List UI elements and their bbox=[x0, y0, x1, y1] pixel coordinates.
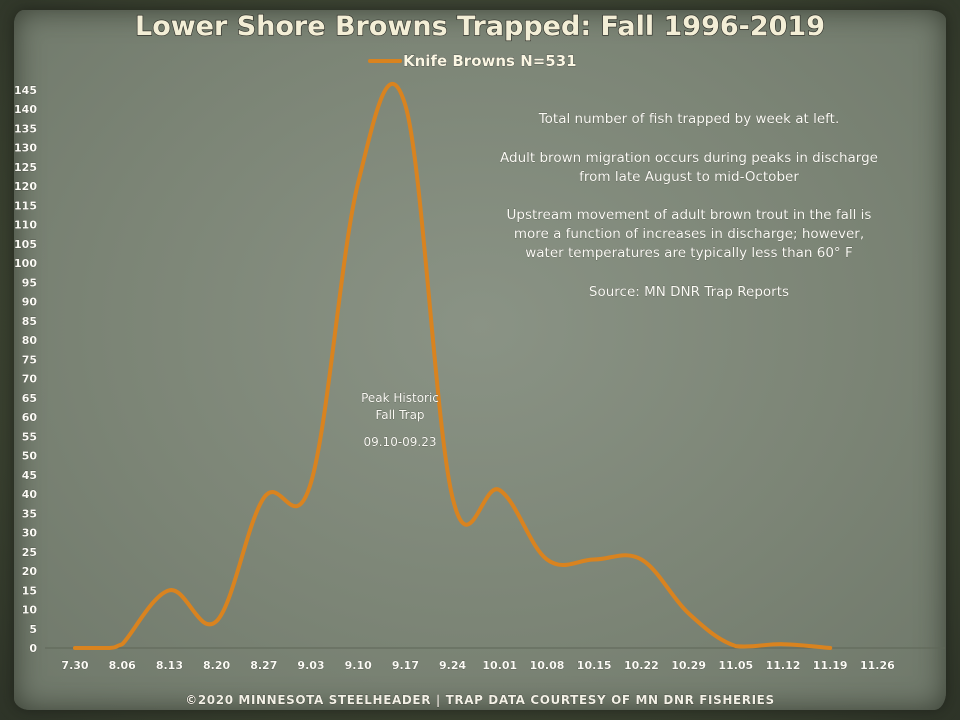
y-tick-label: 135 bbox=[14, 122, 37, 135]
y-tick-label: 75 bbox=[22, 353, 37, 366]
y-tick-label: 125 bbox=[14, 161, 37, 174]
x-tick-label: 11.12 bbox=[766, 659, 801, 672]
legend-label: Knife Browns N=531 bbox=[403, 52, 577, 70]
annotation-line-2: Fall Trap bbox=[375, 408, 424, 422]
x-tick-label: 11.26 bbox=[860, 659, 895, 672]
chart-title: Lower Shore Browns Trapped: Fall 1996-20… bbox=[135, 11, 825, 42]
x-tick-label: 11.19 bbox=[813, 659, 848, 672]
note-line: Total number of fish trapped by week at … bbox=[538, 111, 840, 127]
peak-annotation: Peak Historic Fall Trap 09.10-09.23 bbox=[361, 391, 439, 449]
x-tick-label: 10.15 bbox=[577, 659, 612, 672]
note-line: from late August to mid-October bbox=[579, 169, 799, 185]
note-line: water temperatures are typically less th… bbox=[525, 245, 853, 261]
y-tick-label: 10 bbox=[22, 604, 38, 617]
x-tick-label: 7.30 bbox=[61, 659, 88, 672]
y-tick-label: 40 bbox=[22, 488, 38, 501]
legend: Knife Browns N=531 bbox=[368, 52, 577, 70]
y-tick-label: 45 bbox=[22, 469, 37, 482]
note-line: Adult brown migration occurs during peak… bbox=[500, 150, 878, 166]
x-tick-label: 10.29 bbox=[671, 659, 706, 672]
y-tick-label: 5 bbox=[29, 623, 37, 636]
series-line-knife-browns bbox=[73, 81, 833, 650]
x-tick-label: 11.05 bbox=[718, 659, 753, 672]
y-tick-label: 70 bbox=[22, 373, 38, 386]
note-line: Upstream movement of adult brown trout i… bbox=[507, 207, 872, 223]
y-axis: 0 5 10 15 20 25 30 35 40 45 50 55 60 65 70 75 80 85 90 95 10… bbox=[14, 84, 38, 656]
y-tick-label: 145 bbox=[14, 84, 37, 97]
y-tick-label: 30 bbox=[22, 527, 38, 540]
y-tick-label: 140 bbox=[14, 103, 37, 116]
y-tick-label: 115 bbox=[14, 199, 37, 212]
y-tick-label: 15 bbox=[22, 584, 37, 597]
x-tick-label: 8.06 bbox=[109, 659, 136, 672]
y-tick-label: 35 bbox=[22, 507, 37, 520]
annotation-line-1: Peak Historic bbox=[361, 391, 439, 405]
note-line: Source: MN DNR Trap Reports bbox=[589, 284, 789, 300]
footer-credit: ©2020 MINNESOTA STEELHEADER | TRAP DATA … bbox=[185, 693, 774, 707]
y-tick-label: 20 bbox=[22, 565, 38, 578]
chart-panel bbox=[14, 10, 946, 710]
y-tick-label: 120 bbox=[14, 180, 37, 193]
x-tick-label: 8.27 bbox=[250, 659, 277, 672]
y-tick-label: 130 bbox=[14, 142, 37, 155]
y-tick-label: 65 bbox=[22, 392, 37, 405]
y-tick-label: 55 bbox=[22, 430, 37, 443]
x-axis: 7.30 8.06 8.13 8.20 8.27 9.03 9.10 9.17 9.24 10.0… bbox=[61, 659, 895, 673]
y-tick-label: 85 bbox=[22, 315, 37, 328]
y-tick-label: 50 bbox=[22, 450, 38, 463]
x-tick-label: 8.13 bbox=[156, 659, 183, 672]
x-tick-label: 10.08 bbox=[530, 659, 565, 672]
x-tick-label: 10.22 bbox=[624, 659, 659, 672]
x-tick-label: 10.01 bbox=[482, 659, 517, 672]
x-tick-label: 9.17 bbox=[392, 659, 419, 672]
notes-block: Total number of fish trapped by week at … bbox=[500, 111, 878, 300]
y-tick-label: 25 bbox=[22, 546, 37, 559]
y-tick-label: 60 bbox=[22, 411, 38, 424]
y-tick-label: 80 bbox=[22, 334, 38, 347]
y-tick-label: 95 bbox=[22, 276, 37, 289]
x-tick-label: 8.20 bbox=[203, 659, 230, 672]
x-tick-label: 9.10 bbox=[345, 659, 372, 672]
y-tick-label: 110 bbox=[14, 219, 37, 232]
annotation-line-3: 09.10-09.23 bbox=[363, 435, 436, 449]
y-tick-label: 100 bbox=[14, 257, 37, 270]
x-tick-label: 9.03 bbox=[297, 659, 324, 672]
y-tick-label: 0 bbox=[29, 642, 37, 655]
y-tick-label: 90 bbox=[22, 296, 38, 309]
y-tick-label: 105 bbox=[14, 238, 37, 251]
x-tick-label: 9.24 bbox=[439, 659, 466, 672]
note-line: more a function of increases in discharg… bbox=[514, 226, 864, 242]
